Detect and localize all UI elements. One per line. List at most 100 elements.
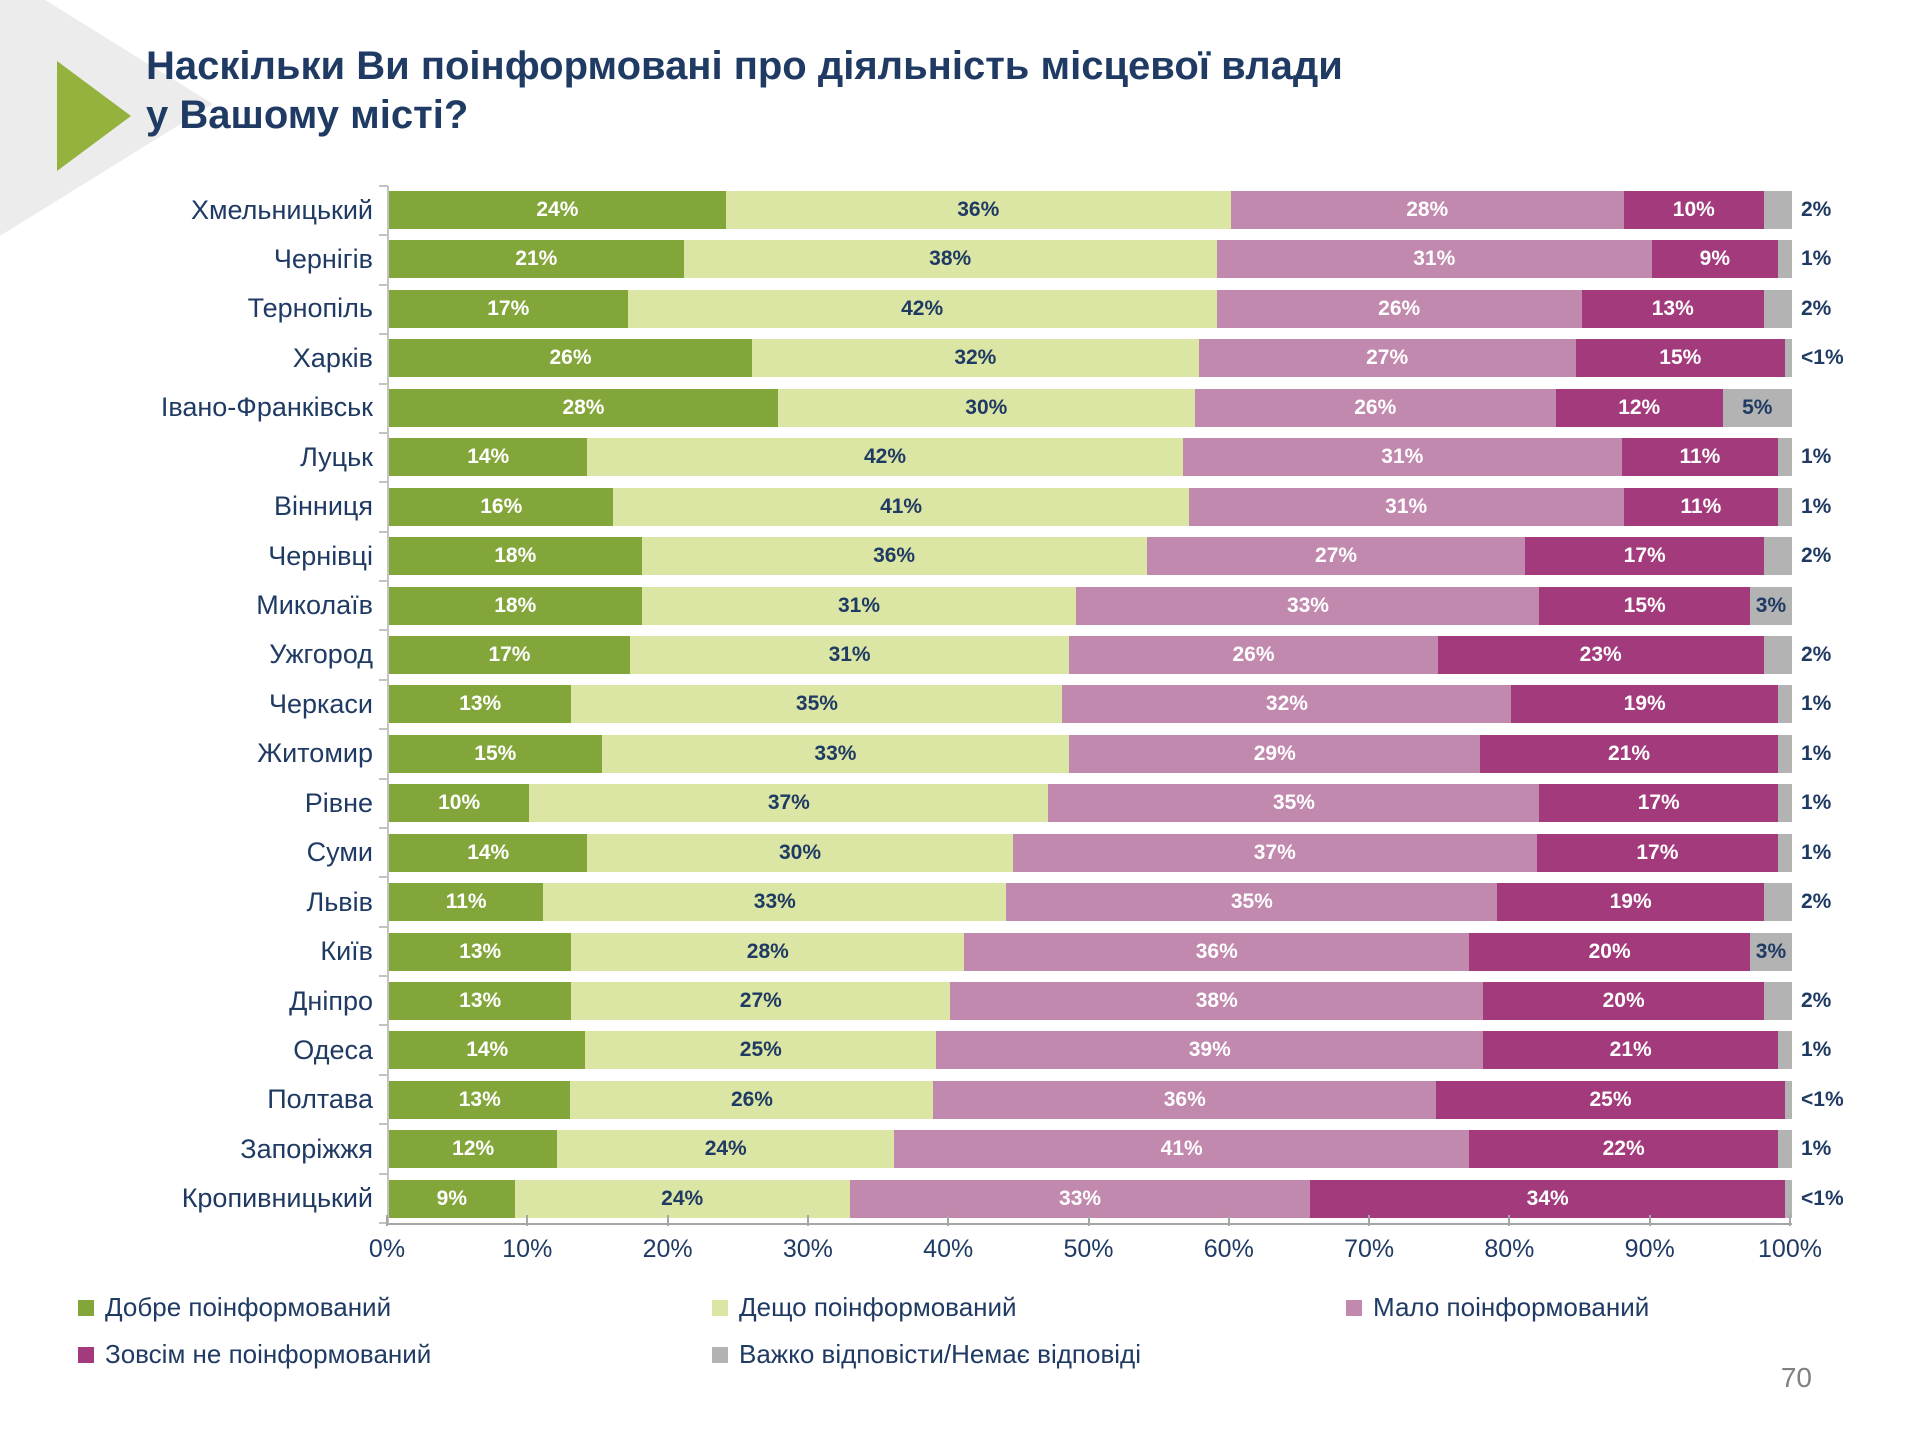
value-label: 33% [814, 741, 857, 765]
bar-segment: 39% [936, 1031, 1484, 1070]
category-label: Запоріжжя [240, 1133, 373, 1164]
y-axis-tick [379, 1172, 388, 1175]
chart-row: Луцьк 14% 42% 31% 11% 1% [300, 438, 1831, 477]
value-label: 36% [1195, 939, 1238, 963]
value-label: 42% [864, 445, 907, 469]
bar-segment [1749, 932, 1792, 971]
y-axis-tick [379, 283, 388, 286]
chart-row: Одеса 14% 25% 39% 21% 1% [293, 1031, 1831, 1070]
category-label: Харків [292, 342, 373, 373]
value-label: 14% [467, 840, 510, 864]
value-label: 27% [739, 989, 782, 1012]
value-label: 15% [1659, 346, 1702, 370]
stacked-bar: 12% 24% 41% 22% 1% [389, 1130, 1831, 1169]
bar-segment: 33% [601, 734, 1070, 773]
value-label: <1% [1801, 1186, 1844, 1210]
value-label: 11% [1679, 445, 1721, 469]
value-label: 26% [1232, 642, 1275, 666]
legend-label: Зовсім не поінформований [105, 1339, 432, 1369]
value-label: 39% [1188, 1038, 1231, 1062]
legend-swatch-icon [1346, 1299, 1362, 1316]
bar-segment: 33% [543, 883, 1007, 922]
value-label: 38% [1195, 989, 1238, 1012]
bar-segment: 9% [1651, 240, 1778, 279]
chart-row: Житомир 15% 33% 29% 21% 1% [257, 734, 1831, 773]
x-axis-tick [386, 1215, 388, 1226]
bar-segment: 14% [389, 1031, 586, 1070]
value-label: 24% [661, 1186, 704, 1210]
chart-row: Чернігів 21% 38% 31% 9% 1% [274, 240, 1831, 279]
value-label: 26% [1354, 395, 1397, 419]
bar-segment: 11% [1621, 438, 1778, 477]
y-axis-tick [379, 481, 388, 484]
value-label: 2% [1801, 198, 1832, 221]
stacked-bar: 18% 31% 33% 15% 3% [389, 586, 1793, 625]
value-label: 33% [753, 890, 796, 914]
bar-segment: 11% [1623, 487, 1778, 526]
value-label: 10% [438, 791, 481, 815]
category-label: Вінниця [274, 491, 373, 522]
value-label: 17% [1637, 791, 1680, 815]
bar-segment [1785, 1080, 1792, 1119]
page-title-line1: Наскільки Ви поінформовані про діяльніст… [146, 44, 1343, 88]
bar-segment: 13% [1581, 289, 1764, 328]
bar-segment: 30% [587, 833, 1013, 872]
y-axis-tick [379, 925, 388, 928]
stacked-bar: 26% 32% 27% 15% <1% [389, 339, 1844, 378]
y-axis-tick [379, 1222, 388, 1224]
value-label: 28% [746, 939, 789, 963]
value-label: 17% [1623, 544, 1666, 568]
x-axis-tick-label: 60% [1203, 1235, 1254, 1263]
bar-segment: 24% [557, 1130, 895, 1169]
x-axis-tick [1789, 1215, 1791, 1226]
bar-segment: 30% [777, 388, 1195, 427]
bar-segment: 9% [389, 1179, 515, 1218]
bar-segment [1777, 487, 1793, 526]
value-label: 12% [1618, 395, 1661, 419]
value-label: 32% [954, 346, 997, 370]
bar-segment: 13% [389, 1080, 571, 1119]
x-axis-tick [666, 1215, 669, 1226]
stacked-bar: 9% 24% 33% 34% <1% [389, 1179, 1844, 1218]
bar-segment: 20% [1483, 982, 1764, 1020]
x-axis: 0% 10% 20% 30% 40% 50% 60% 70% 80% 90% 100% [369, 1215, 1822, 1285]
legend-item: Зовсім не поінформований [78, 1339, 712, 1370]
y-axis-tick [379, 1123, 388, 1126]
value-label: 16% [480, 494, 523, 518]
chart-row: Кропивницький 9% 24% 33% 34% <1% [182, 1179, 1844, 1218]
y-axis-tick [379, 826, 388, 829]
value-label: 1% [1801, 445, 1832, 469]
chart-row: Тернопіль 17% 42% 26% 13% 2% [248, 289, 1831, 328]
y-axis-tick [379, 431, 388, 434]
value-label: 1% [1801, 1137, 1832, 1161]
bar-segment: 10% [389, 784, 530, 823]
category-label: Рівне [304, 787, 373, 818]
value-label: 22% [1602, 1137, 1645, 1161]
bar-segment: 16% [389, 487, 614, 526]
bar-segment: 10% [1623, 191, 1764, 229]
bar-segment: 19% [1511, 685, 1778, 724]
x-axis-tick-label: 10% [502, 1235, 553, 1263]
chart-row: Львів 11% 33% 35% 19% 2% [307, 883, 1831, 922]
value-label: 24% [536, 198, 579, 221]
category-label: Ужгород [269, 639, 373, 670]
value-label: 13% [458, 1087, 501, 1111]
bar-segment: 17% [1525, 537, 1764, 576]
value-label: 13% [459, 989, 502, 1012]
bar-segment [1763, 191, 1792, 229]
stacked-bar-plot-area: Хмельницький 24% 36% 28% 10% 2% Чернігів 21% 38%… [161, 185, 1844, 1225]
bar-segment: 11% [389, 883, 544, 922]
value-label: 25% [1589, 1087, 1632, 1111]
value-label: 21% [515, 247, 558, 271]
category-label: Миколаїв [256, 590, 373, 620]
y-axis-tick [379, 678, 388, 681]
stacked-bar: 13% 35% 32% 19% 1% [389, 685, 1831, 724]
bar-segment: 24% [389, 191, 726, 229]
x-axis-tick [526, 1215, 529, 1226]
bar-segment [1763, 982, 1792, 1020]
value-label: 12% [452, 1137, 495, 1161]
category-label: Кропивницький [181, 1183, 373, 1214]
chart-row: Ужгород 17% 31% 26% 23% 2% [269, 635, 1831, 674]
bar-segment: 36% [964, 932, 1470, 971]
category-label: Одеса [293, 1034, 373, 1065]
